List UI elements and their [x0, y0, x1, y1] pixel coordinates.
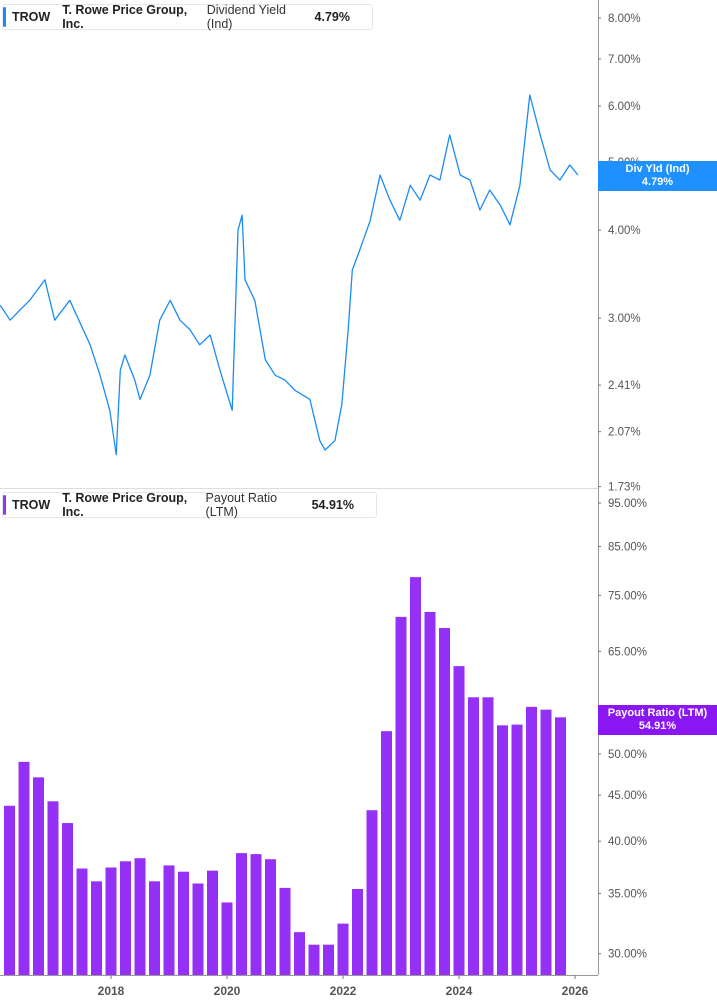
bottom-legend: TROW T. Rowe Price Group, Inc. Payout Ra… — [2, 491, 377, 519]
payout-ratio-bar — [424, 611, 436, 975]
legend-metric: Dividend Yield (Ind) — [206, 3, 286, 31]
yield-axis-tick-label: 3.00% — [608, 313, 641, 325]
x-axis-tick-label: 2022 — [330, 984, 357, 998]
yield-axis-tick-label: 6.00% — [608, 101, 641, 113]
legend-metric: Payout Ratio (LTM) — [205, 491, 278, 519]
payout-axis-tick-label: 30.00% — [608, 949, 647, 961]
payout-axis-tick-label: 65.00% — [608, 646, 647, 658]
payout-ratio-bar — [120, 861, 131, 975]
payout-color-swatch — [3, 495, 6, 515]
payout-ratio-bar — [149, 881, 160, 975]
legend-value: 54.91% — [311, 498, 354, 512]
payout-ratio-bar — [352, 888, 363, 975]
legend-value: 4.79% — [314, 10, 350, 24]
payout-ratio-bar — [526, 706, 537, 975]
payout-axis-tick-label: 35.00% — [608, 888, 647, 900]
dividend-yield-line — [0, 94, 579, 456]
legend-company: T. Rowe Price Group, Inc. — [62, 3, 188, 31]
payout-ratio-bar — [221, 902, 233, 975]
payout-axis-tick-label: 40.00% — [608, 836, 647, 848]
payout-ratio-bar — [236, 853, 247, 975]
payout-ratio-bar — [308, 944, 320, 975]
payout-ratio-bar — [381, 731, 392, 975]
payout-ratio-bar — [250, 854, 262, 975]
legend-ticker: TROW — [12, 10, 51, 24]
x-axis-tick-label: 2026 — [562, 984, 589, 998]
payout-ratio-bar — [265, 859, 276, 975]
payout-ratio-bar — [337, 923, 349, 975]
payout-ratio-bar — [482, 697, 494, 975]
payout-axis-tick-label: 50.00% — [608, 749, 647, 761]
yield-axis-tick-label: 8.00% — [608, 13, 641, 25]
payout-axis-tick-label: 75.00% — [608, 590, 647, 602]
payout-ratio-bar — [163, 865, 175, 975]
payout-axis-tick-label: 95.00% — [608, 498, 647, 510]
tag-label: Payout Ratio (LTM) — [607, 707, 708, 719]
payout-ratio-bar — [18, 761, 30, 975]
payout-ratio-bar — [76, 868, 88, 975]
payout-ratio-bar — [294, 932, 305, 975]
x-axis-tick-label: 2018 — [98, 984, 125, 998]
payout-ratio-bar — [555, 717, 566, 975]
payout-ratio-bar — [33, 777, 44, 975]
x-axis-tick-label: 2024 — [446, 984, 473, 998]
top-legend: TROW T. Rowe Price Group, Inc. Dividend … — [2, 3, 373, 31]
payout-ratio-bar — [410, 577, 421, 975]
payout-current-value-tag: Payout Ratio (LTM) 54.91% — [598, 705, 717, 735]
payout-ratio-bar — [497, 725, 508, 975]
yield-axis-tick-label: 2.41% — [608, 380, 641, 392]
yield-color-swatch — [3, 7, 6, 27]
tag-value: 54.91% — [638, 720, 677, 732]
payout-ratio-bar — [323, 944, 334, 975]
payout-axis-tick-label: 85.00% — [608, 541, 647, 553]
payout-ratio-bar — [207, 870, 218, 975]
yield-axis-tick-label: 1.73% — [608, 482, 641, 494]
legend-company: T. Rowe Price Group, Inc. — [62, 491, 188, 519]
yield-axis-tick-label: 7.00% — [608, 54, 641, 66]
tag-value: 4.79% — [641, 176, 674, 188]
payout-ratio-bar — [366, 810, 378, 975]
payout-ratio-bar — [540, 709, 552, 975]
payout-ratio-bar — [91, 881, 102, 975]
payout-ratio-bar — [395, 616, 407, 975]
yield-axis-tick-label: 4.00% — [608, 225, 641, 237]
yield-current-value-tag: Div Yld (Ind) 4.79% — [598, 161, 717, 191]
payout-ratio-bar — [453, 666, 465, 975]
payout-ratio-bar — [134, 858, 146, 975]
payout-ratio-bar — [192, 883, 204, 975]
payout-ratio-bar — [62, 823, 73, 975]
x-axis-tick-label: 2020 — [214, 984, 241, 998]
payout-ratio-bar — [279, 887, 291, 975]
payout-ratio-bar — [468, 697, 479, 975]
payout-ratio-bar — [178, 871, 189, 975]
yield-axis-tick-label: 2.07% — [608, 427, 641, 439]
payout-ratio-bar — [4, 805, 15, 975]
payout-ratio-bar — [439, 628, 450, 975]
payout-ratio-bar — [105, 867, 117, 975]
tag-label: Div Yld (Ind) — [625, 163, 690, 175]
payout-axis-tick-label: 45.00% — [608, 790, 647, 802]
payout-ratio-bar — [511, 724, 523, 975]
legend-ticker: TROW — [12, 498, 51, 512]
payout-ratio-bar — [47, 801, 59, 975]
